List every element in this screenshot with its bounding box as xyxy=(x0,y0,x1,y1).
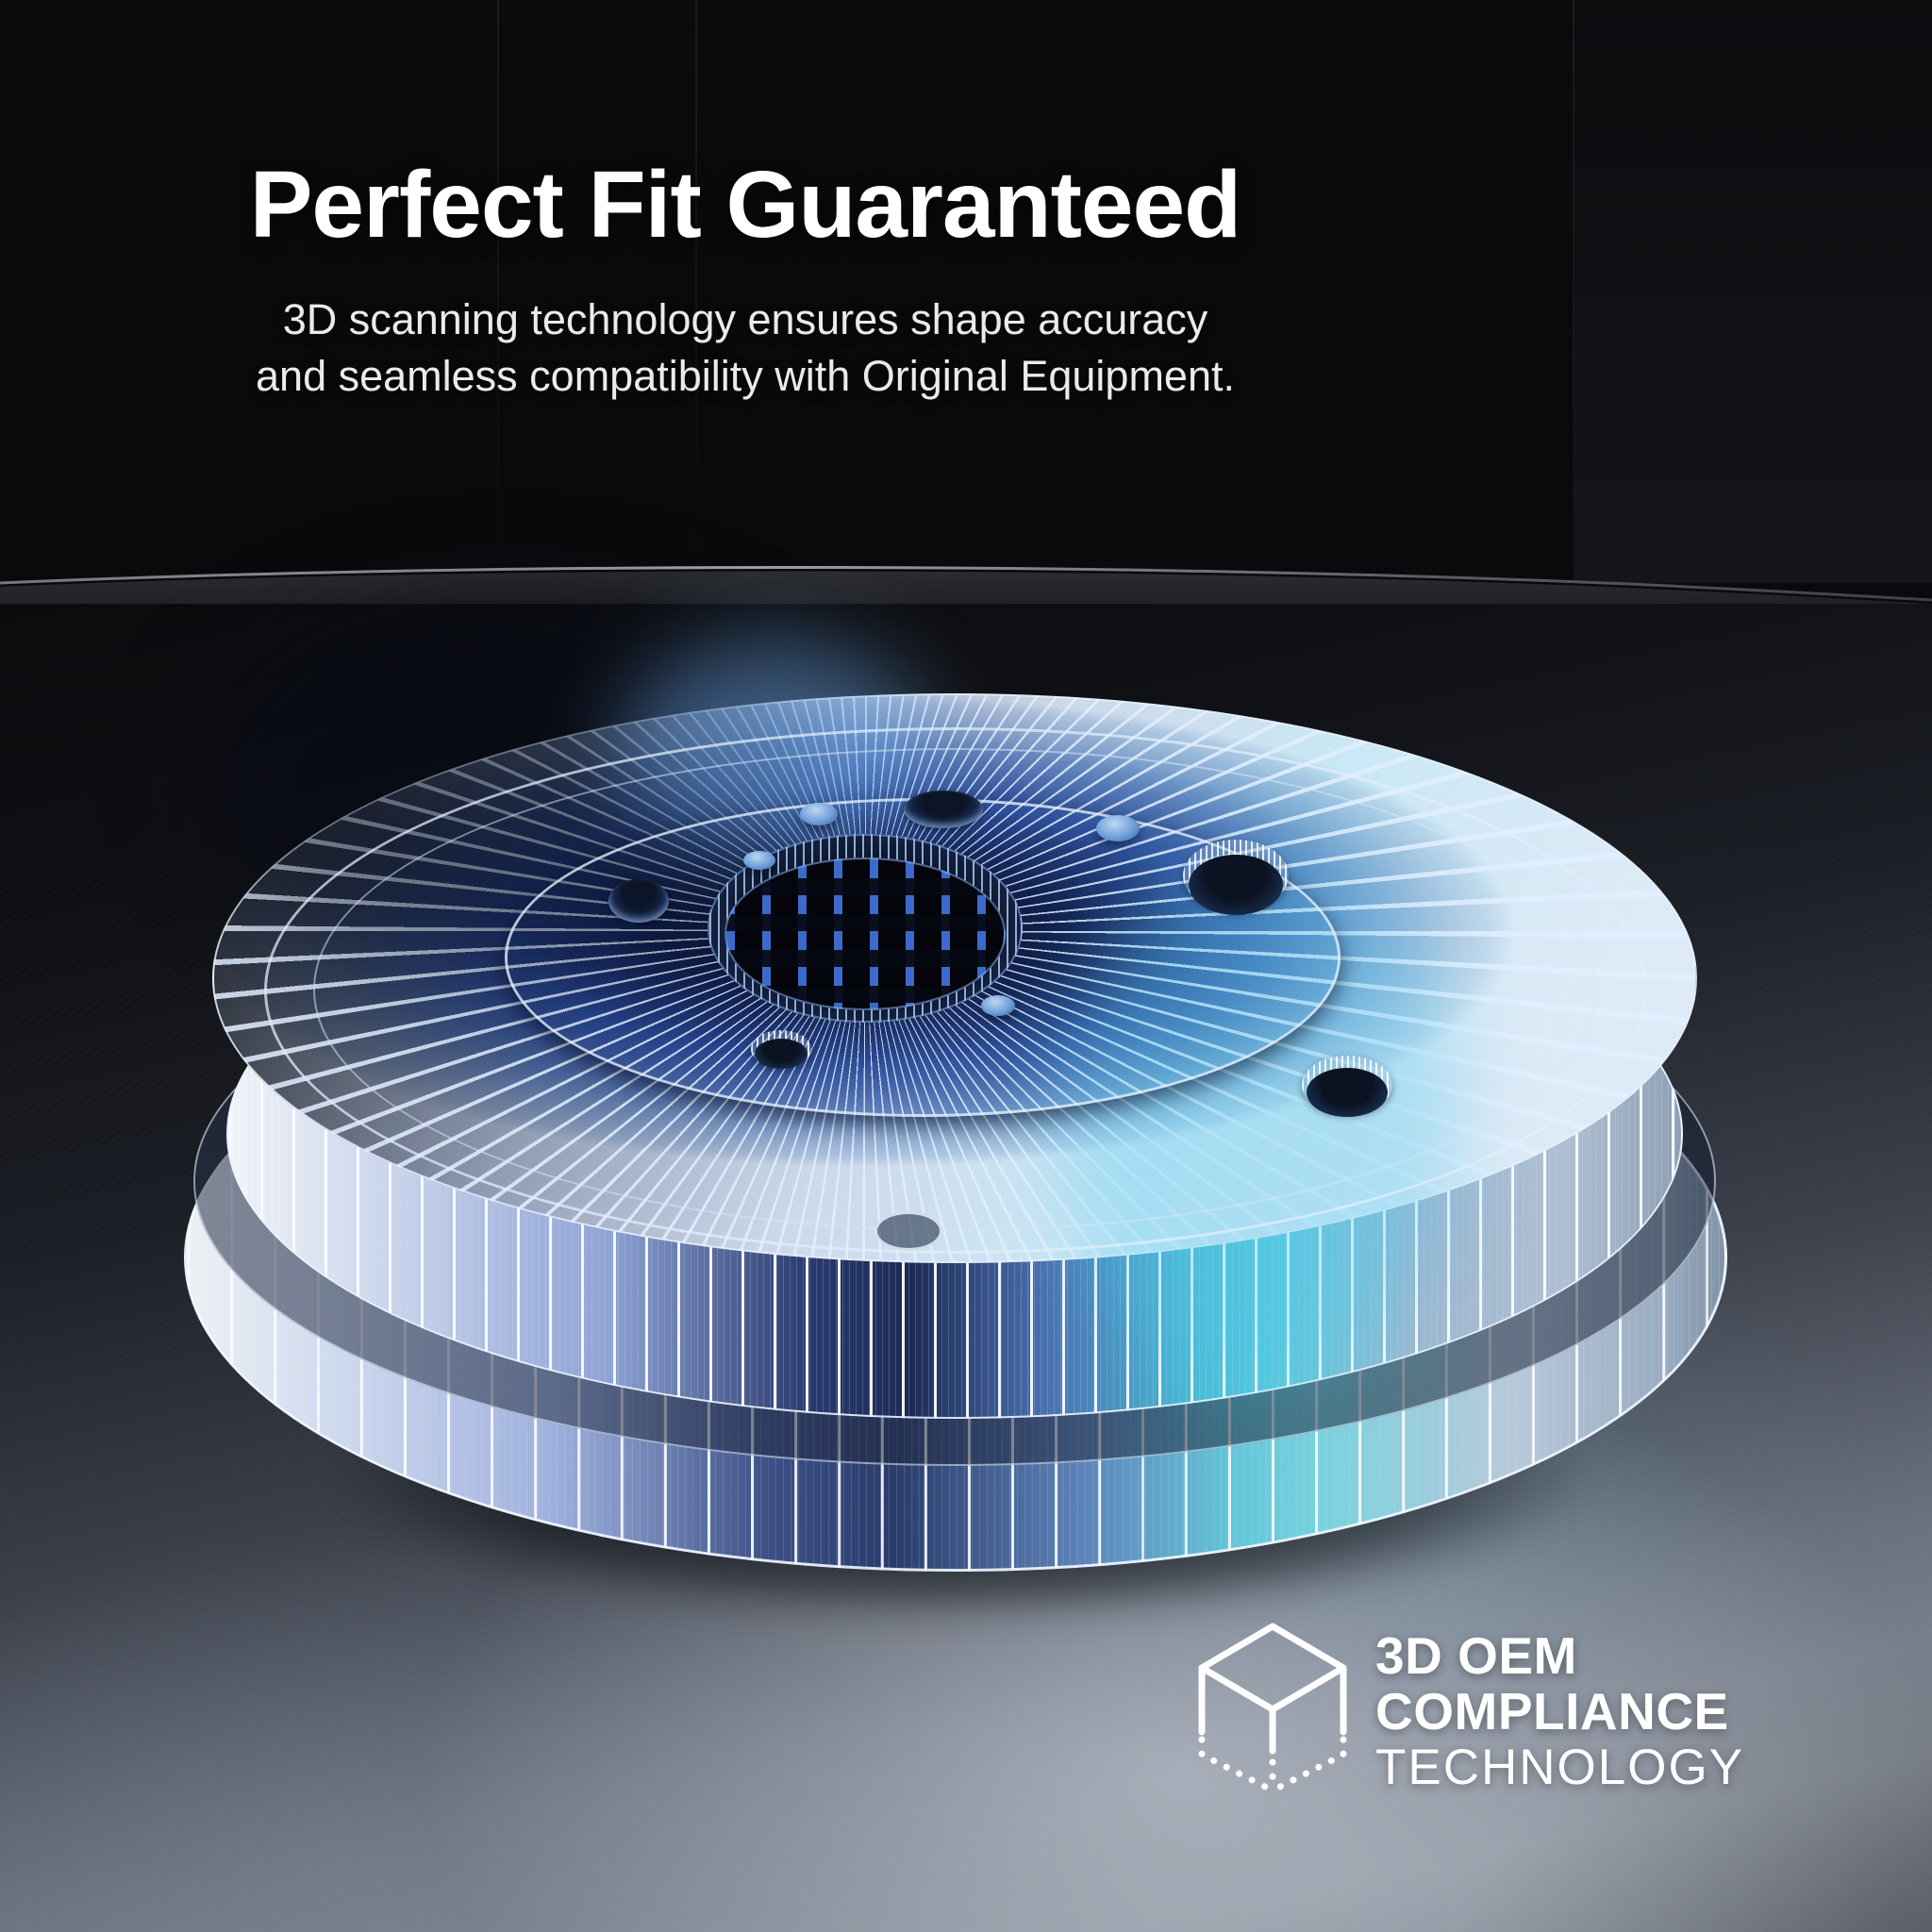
lug-hole xyxy=(904,791,983,828)
badge-line-2: COMPLIANCE xyxy=(1375,1682,1729,1740)
page-title: Perfect Fit Guaranteed xyxy=(249,152,1242,258)
back-wall-right-panel xyxy=(1574,0,1932,583)
subtitle: 3D scanning technology ensures shape acc… xyxy=(0,291,1491,406)
ledge-highlight xyxy=(0,566,1932,602)
lug-hole xyxy=(608,879,669,923)
badge-line-1: 3D OEM xyxy=(1375,1626,1577,1685)
raised-boss xyxy=(743,851,775,870)
raised-boss xyxy=(981,995,1015,1016)
wall-panel-seam xyxy=(1573,0,1574,577)
raised-boss xyxy=(800,803,838,825)
subtitle-line-2: and seamless compatibility with Original… xyxy=(256,352,1235,401)
badge-text: 3D OEM COMPLIANCE TECHNOLOGY xyxy=(1375,1626,1745,1796)
face-outer-ring-inner xyxy=(313,748,1596,1231)
pin-hole xyxy=(755,1039,808,1069)
wireframe-cube-icon xyxy=(1198,1623,1347,1794)
badge-line-3: TECHNOLOGY xyxy=(1375,1740,1745,1795)
face-outer-ring xyxy=(264,727,1647,1254)
wall-panel-seam xyxy=(695,0,697,566)
compliance-badge: 3D OEM COMPLIANCE TECHNOLOGY xyxy=(1191,1609,1907,1836)
wall-panel-seam xyxy=(497,0,499,566)
lug-hole xyxy=(1307,1068,1388,1117)
lug-hole xyxy=(1189,855,1283,915)
headline-block: Perfect Fit Guaranteed 3D scanning techn… xyxy=(0,151,1491,406)
raised-boss xyxy=(1096,815,1140,841)
subtitle-line-1: 3D scanning technology ensures shape acc… xyxy=(282,295,1208,343)
pin-hole xyxy=(874,1211,942,1251)
hub-hole xyxy=(724,858,1006,1010)
